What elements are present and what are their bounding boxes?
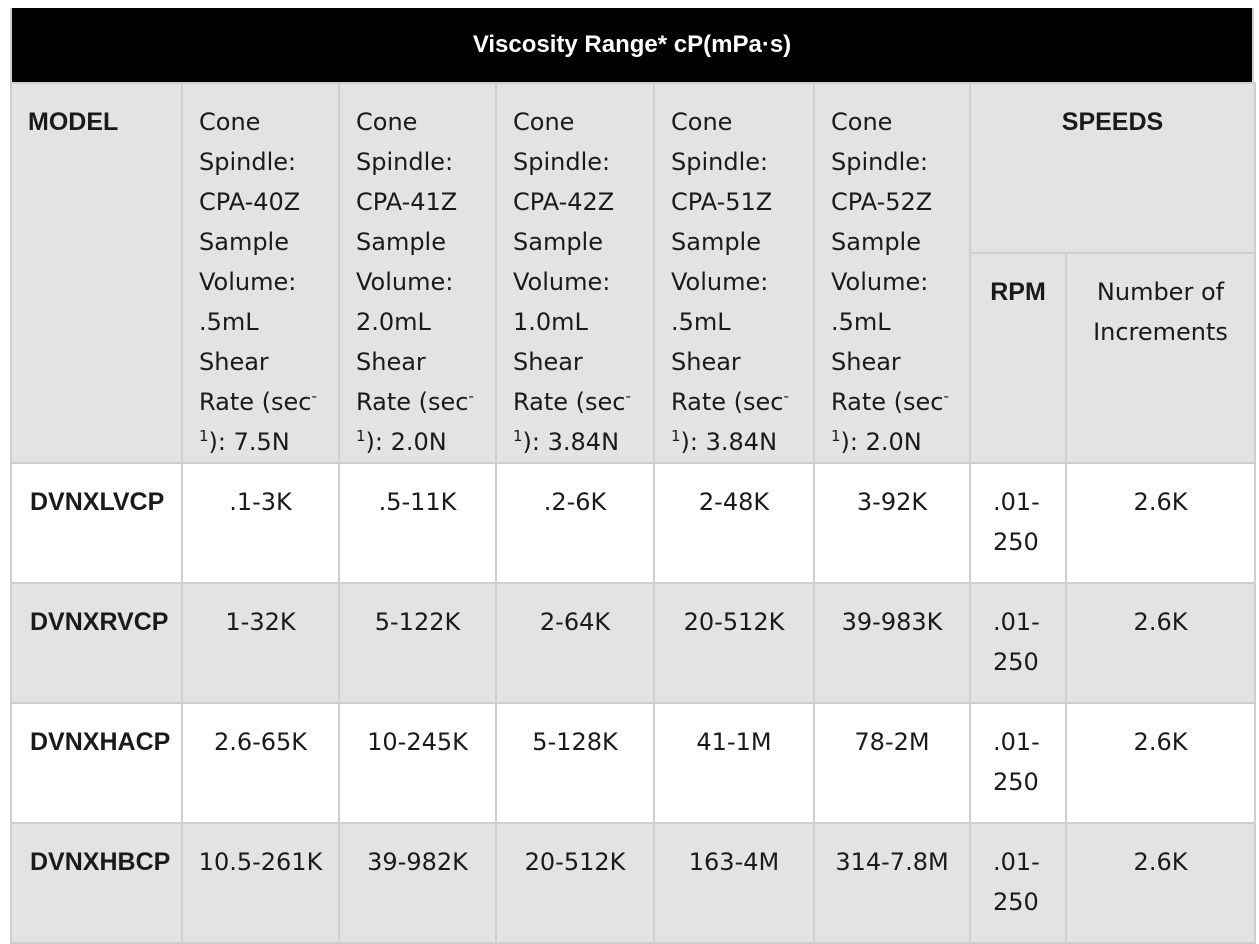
range-cell: 2.6-65K	[181, 702, 340, 824]
cone-spec-rate: ): 3.84N	[522, 428, 620, 456]
range-cell: 314-7.8M	[813, 822, 971, 944]
viscosity-table: MODEL Cone Spindle: CPA-40Z Sample Volum…	[10, 82, 1256, 944]
range-cell: 10.5-261K	[181, 822, 340, 944]
column-header-cone-41z: Cone Spindle: CPA-41Z Sample Volume: 2.0…	[338, 82, 497, 464]
range-cell: 5-128K	[495, 702, 655, 824]
column-header-model: MODEL	[10, 82, 183, 464]
range-cell: 2-64K	[495, 582, 655, 704]
range-cell: 20-512K	[495, 822, 655, 944]
cone-spec-rate: ): 7.5N	[208, 428, 290, 456]
column-header-cone-42z: Cone Spindle: CPA-42Z Sample Volume: 1.0…	[495, 82, 655, 464]
range-cell: 163-4M	[653, 822, 815, 944]
increments-cell: 2.6K	[1065, 582, 1256, 704]
subheader-row: RPM Number of Increments	[11, 252, 1256, 464]
table-row: DVNXRVCP 1-32K 5-122K 2-64K 20-512K 39-9…	[10, 582, 1256, 704]
range-cell: 5-122K	[338, 582, 497, 704]
table-row: DVNXHACP 2.6-65K 10-245K 5-128K 41-1M 78…	[10, 702, 1256, 824]
cone-spec-sup: -1	[671, 387, 789, 445]
range-cell: 3-92K	[813, 462, 971, 584]
model-cell: DVNXRVCP	[10, 582, 183, 704]
column-header-cone-40z: Cone Spindle: CPA-40Z Sample Volume: .5m…	[181, 82, 340, 464]
column-header-speeds: SPEEDS	[969, 82, 1256, 254]
increments-cell: 2.6K	[1065, 462, 1256, 584]
column-header-increments: Number of Increments	[1065, 252, 1256, 464]
cone-spec-sup: -1	[356, 387, 474, 445]
cone-spec-rate: ): 2.0N	[365, 428, 447, 456]
cone-spec-text: Cone Spindle: CPA-52Z Sample Volume: .5m…	[831, 108, 944, 416]
model-cell: DVNXLVCP	[10, 462, 183, 584]
increments-cell: 2.6K	[1065, 702, 1256, 824]
cone-spec-sup: -1	[831, 387, 949, 445]
range-cell: 1-32K	[181, 582, 340, 704]
cone-spec-rate: ): 2.0N	[840, 428, 922, 456]
column-header-cone-52z: Cone Spindle: CPA-52Z Sample Volume: .5m…	[813, 82, 971, 464]
cone-spec-rate: ): 3.84N	[680, 428, 778, 456]
range-cell: 39-983K	[813, 582, 971, 704]
range-cell: .2-6K	[495, 462, 655, 584]
range-cell: 20-512K	[653, 582, 815, 704]
table-row: DVNXHBCP 10.5-261K 39-982K 20-512K 163-4…	[10, 822, 1256, 944]
range-cell: .5-11K	[338, 462, 497, 584]
rpm-cell: .01-250	[969, 702, 1067, 824]
header-row: MODEL Cone Spindle: CPA-40Z Sample Volum…	[10, 82, 1256, 464]
column-header-cone-51z: Cone Spindle: CPA-51Z Sample Volume: .5m…	[653, 82, 815, 464]
cone-spec-text: Cone Spindle: CPA-42Z Sample Volume: 1.0…	[513, 108, 626, 416]
table-row: DVNXLVCP .1-3K .5-11K .2-6K 2-48K 3-92K …	[10, 462, 1256, 584]
range-cell: 41-1M	[653, 702, 815, 824]
model-cell: DVNXHACP	[10, 702, 183, 824]
range-cell: 78-2M	[813, 702, 971, 824]
table-title: Viscosity Range* cP(mPa·s)	[10, 8, 1254, 82]
rpm-cell: .01-250	[969, 822, 1067, 944]
range-cell: .1-3K	[181, 462, 340, 584]
model-cell: DVNXHBCP	[10, 822, 183, 944]
rpm-cell: .01-250	[969, 582, 1067, 704]
rpm-cell: .01-250	[969, 462, 1067, 584]
column-header-rpm: RPM	[969, 252, 1067, 464]
cone-spec-sup: -1	[199, 387, 317, 445]
increments-cell: 2.6K	[1065, 822, 1256, 944]
cone-spec-text: Cone Spindle: CPA-51Z Sample Volume: .5m…	[671, 108, 784, 416]
range-cell: 2-48K	[653, 462, 815, 584]
cone-spec-text: Cone Spindle: CPA-41Z Sample Volume: 2.0…	[356, 108, 469, 416]
range-cell: 39-982K	[338, 822, 497, 944]
viscosity-table-container: Viscosity Range* cP(mPa·s) MODEL Cone Sp…	[10, 8, 1256, 944]
cone-spec-text: Cone Spindle: CPA-40Z Sample Volume: .5m…	[199, 108, 312, 416]
cone-spec-sup: -1	[513, 387, 631, 445]
range-cell: 10-245K	[338, 702, 497, 824]
